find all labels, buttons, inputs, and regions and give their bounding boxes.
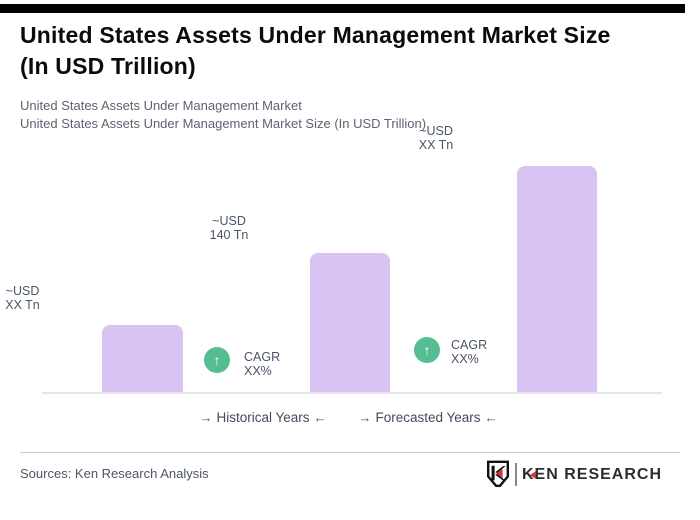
chart-subtitle-line2: United States Assets Under Management Ma… xyxy=(20,116,427,131)
chart-subtitle-line1: United States Assets Under Management Ma… xyxy=(20,98,302,113)
bar-2-label-line1: ~USD xyxy=(212,214,246,228)
up-arrow-icon: ↑ xyxy=(423,342,431,358)
page-title: United States Assets Under Management Ma… xyxy=(20,20,690,82)
right-arrow-icon: → xyxy=(199,410,213,425)
x-axis-line xyxy=(42,392,662,394)
historical-years-label: Historical Years xyxy=(216,410,310,425)
bar-forecast xyxy=(517,166,597,393)
cagr-2-label: CAGR xyxy=(451,338,488,352)
top-black-bar xyxy=(0,4,685,13)
logo-red-triangle-icon xyxy=(530,470,536,479)
bar-historical-1 xyxy=(102,325,183,393)
bar-3-label-line1: ~USD xyxy=(419,124,453,138)
logo-separator xyxy=(515,462,517,486)
up-arrow-icon: ↑ xyxy=(213,352,221,368)
page-title-line1: United States Assets Under Management Ma… xyxy=(20,22,611,48)
chart-area: ~USD XX Tn ~USD 140 Tn ~USD XX Tn ↑ CAGR… xyxy=(0,120,700,420)
left-arrow-icon: ← xyxy=(484,410,498,425)
logo-wordmark: KEN RESEARCH xyxy=(522,466,662,483)
right-arrow-icon: → xyxy=(358,410,372,425)
bar-3-data-label: ~USD XX Tn xyxy=(419,124,454,152)
ken-research-emblem-icon xyxy=(487,460,509,487)
cagr-badge-2: ↑ xyxy=(414,337,440,363)
bar-1-label-line1: ~USD xyxy=(5,284,40,298)
bar-historical-2 xyxy=(310,253,390,393)
cagr-text-1: CAGR XX% xyxy=(244,350,280,378)
ken-research-logo: KEN RESEARCH xyxy=(486,460,662,488)
cagr-1-value: XX% xyxy=(244,364,272,378)
bar-1-label-line2: XX Tn xyxy=(5,298,40,312)
bar-2-label-line2: 140 Tn xyxy=(209,228,249,242)
axis-caption-historical: → Historical Years ← xyxy=(195,410,330,425)
cagr-2-value: XX% xyxy=(451,352,479,366)
logo-wordmark-text: KEN RESEARCH xyxy=(522,465,663,483)
cagr-text-2: CAGR XX% xyxy=(451,338,487,366)
bar-2-data-label: ~USD 140 Tn xyxy=(210,214,249,242)
forecasted-years-label: Forecasted Years xyxy=(375,410,481,425)
footer-divider xyxy=(20,452,680,453)
sources-note: Sources: Ken Research Analysis xyxy=(20,466,209,481)
axis-caption-forecasted: → Forecasted Years ← xyxy=(354,410,501,425)
cagr-1-label: CAGR xyxy=(244,350,281,364)
bar-3-label-line2: XX Tn xyxy=(418,138,454,152)
bar-1-data-label: ~USD XX Tn xyxy=(5,284,40,312)
cagr-badge-1: ↑ xyxy=(204,347,230,373)
page-title-line2: (In USD Trillion) xyxy=(20,53,196,79)
left-arrow-icon: ← xyxy=(313,410,327,425)
